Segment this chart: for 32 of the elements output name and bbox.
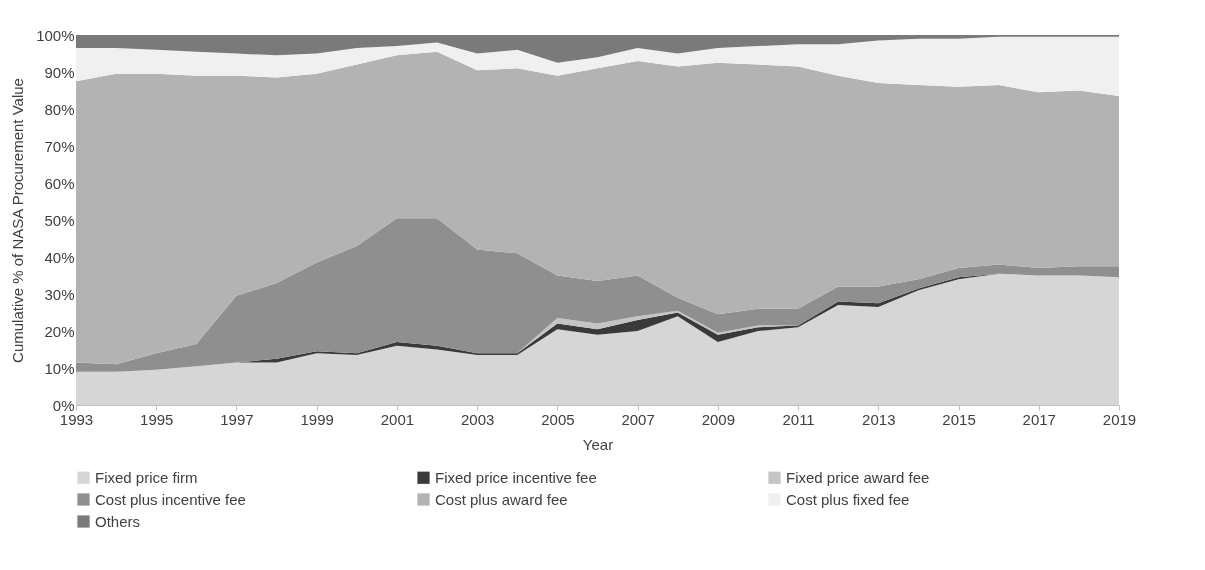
x-tick-label: 2011 bbox=[782, 410, 815, 428]
y-tick-label: 90% bbox=[44, 63, 75, 81]
x-tick-label: 1999 bbox=[300, 410, 334, 428]
legend-label: Cost plus incentive fee bbox=[95, 490, 246, 508]
x-tick-label: 2001 bbox=[380, 410, 415, 428]
y-tick-label: 50% bbox=[44, 211, 75, 229]
x-tick-label: 2005 bbox=[541, 410, 575, 428]
legend-label: Fixed price award fee bbox=[786, 468, 930, 486]
legend-label: Fixed price firm bbox=[95, 468, 198, 486]
y-axis-title: Cumulative % of NASA Procurement Value bbox=[9, 78, 27, 363]
x-tick-label: 2017 bbox=[1022, 410, 1056, 428]
legend-label: Cost plus award fee bbox=[435, 490, 568, 508]
y-tick-label: 10% bbox=[44, 359, 75, 377]
x-tick-label: 1997 bbox=[220, 410, 254, 428]
x-tick-label: 2007 bbox=[621, 410, 655, 428]
legend-label: Fixed price incentive fee bbox=[435, 468, 597, 486]
x-tick-label: 2019 bbox=[1102, 410, 1137, 428]
y-tick-label: 60% bbox=[44, 174, 75, 192]
x-tick-label: 2009 bbox=[701, 410, 736, 428]
x-tick-label: 2013 bbox=[862, 410, 896, 428]
x-tick-label: 1995 bbox=[140, 410, 174, 428]
y-tick-label: 20% bbox=[44, 322, 75, 340]
x-tick-label: 2003 bbox=[460, 410, 495, 428]
legend-label: Others bbox=[95, 512, 141, 530]
y-tick-label: 40% bbox=[44, 248, 75, 266]
x-tick-label: 2015 bbox=[942, 410, 976, 428]
y-tick-label: 30% bbox=[44, 285, 75, 303]
y-tick-label: 70% bbox=[44, 137, 75, 155]
legend-label: Cost plus fixed fee bbox=[786, 490, 910, 508]
x-axis-title: Year bbox=[582, 435, 614, 453]
y-tick-label: 100% bbox=[36, 26, 75, 44]
y-tick-label: 80% bbox=[44, 100, 75, 118]
